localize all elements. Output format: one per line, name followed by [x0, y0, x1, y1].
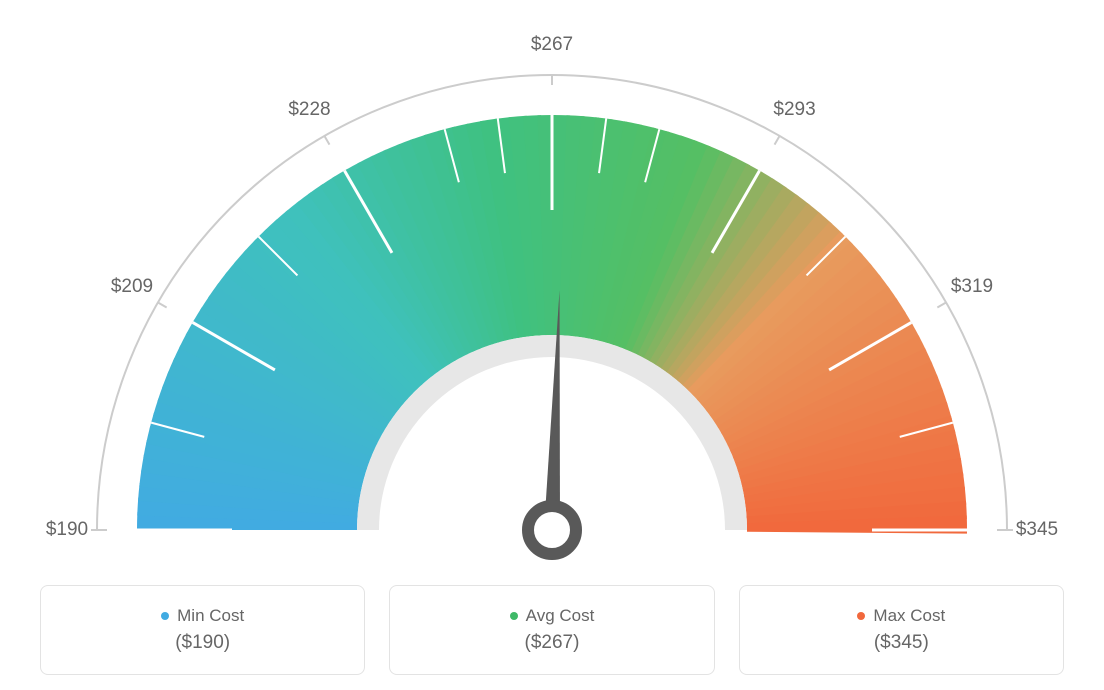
gauge-tick-label: $228 — [288, 99, 330, 121]
summary-card-max: Max Cost ($345) — [739, 585, 1064, 675]
summary-value: ($267) — [525, 632, 580, 654]
gauge-tick-label: $267 — [531, 34, 573, 56]
summary-title-avg: Avg Cost — [510, 606, 595, 626]
chart-container: $190 $209 $228 $267 $293 $319 $345 Min Cost ($… — [0, 0, 1104, 690]
dot-icon — [857, 612, 865, 620]
gauge-svg — [0, 0, 1104, 560]
summary-title-min: Min Cost — [161, 606, 244, 626]
dot-icon — [510, 612, 518, 620]
summary-card-min: Min Cost ($190) — [40, 585, 365, 675]
summary-value: ($345) — [874, 632, 929, 654]
summary-title-max: Max Cost — [857, 606, 945, 626]
summary-card-avg: Avg Cost ($267) — [389, 585, 714, 675]
dot-icon — [161, 612, 169, 620]
gauge-tick-label: $293 — [773, 99, 815, 121]
gauge-tick-label: $319 — [951, 276, 993, 298]
gauge-chart: $190 $209 $228 $267 $293 $319 $345 — [0, 0, 1104, 560]
summary-row: Min Cost ($190) Avg Cost ($267) Max Cost… — [0, 570, 1104, 690]
gauge-tick-label: $190 — [46, 519, 88, 541]
summary-label: Max Cost — [873, 606, 945, 626]
gauge-tick-label: $345 — [1016, 519, 1058, 541]
summary-value: ($190) — [175, 632, 230, 654]
gauge-tick-label: $209 — [111, 276, 153, 298]
summary-label: Min Cost — [177, 606, 244, 626]
summary-label: Avg Cost — [526, 606, 595, 626]
